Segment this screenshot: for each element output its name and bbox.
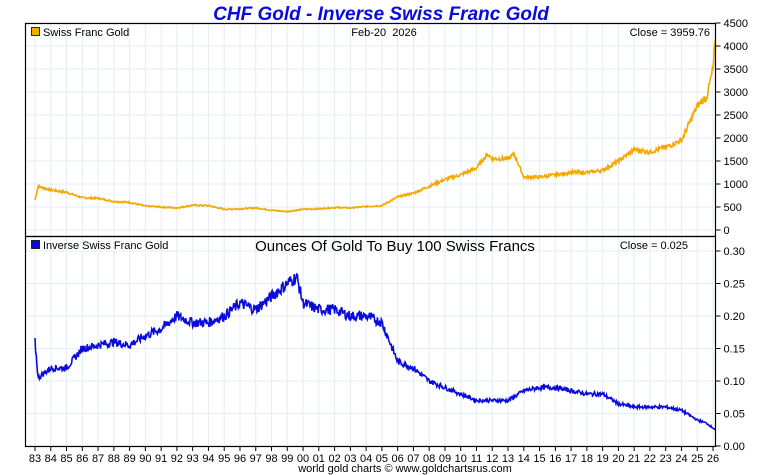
x-tick-label: 14 <box>518 453 530 465</box>
x-tick-label: 94 <box>202 453 214 465</box>
x-tick-label: 95 <box>218 453 230 465</box>
chart-title: CHF Gold - Inverse Swiss Franc Gold <box>213 4 549 25</box>
x-tick-label: 04 <box>360 453 372 465</box>
y-tick-label-bottom: 0.00 <box>724 441 745 453</box>
bottom-panel-frame <box>24 235 717 448</box>
series-line-swiss-franc-gold <box>34 39 717 214</box>
legend-label-swiss-franc-gold: Swiss Franc Gold <box>43 27 129 39</box>
x-tick-label: 17 <box>565 453 577 465</box>
y-tick-label-top: 1000 <box>724 179 748 191</box>
y-tick-label-bottom: 0.15 <box>724 344 745 356</box>
y-tick-label-top: 2500 <box>724 110 748 122</box>
x-tick-label: 08 <box>423 453 435 465</box>
y-tick-label-top: 4500 <box>724 18 748 30</box>
y-tick-label-top: 0 <box>724 225 730 237</box>
x-tick-label: 03 <box>344 453 356 465</box>
panel-subtitle: Ounces Of Gold To Buy 100 Swiss Francs <box>255 238 535 255</box>
x-tick-label: 07 <box>407 453 419 465</box>
x-tick-label: 89 <box>123 453 135 465</box>
x-tick-label: 00 <box>297 453 309 465</box>
y-tick-label-bottom: 0.10 <box>724 376 745 388</box>
x-tick-label: 92 <box>171 453 183 465</box>
x-tick-label: 01 <box>313 453 325 465</box>
top-panel-frame <box>24 22 717 238</box>
x-tick-label: 11 <box>471 453 482 465</box>
y-tick-label-top: 3000 <box>724 87 748 99</box>
series-line-inverse-swiss-franc-gold <box>34 272 716 431</box>
x-tick-label: 97 <box>250 453 262 465</box>
y-tick-label-bottom: 0.20 <box>724 311 745 323</box>
y-axis-top: 0 500 1000 1500 2000 2500 3000 3500 4000 4500 <box>715 18 748 237</box>
x-tick-label: 24 <box>675 453 687 465</box>
x-tick-label: 98 <box>265 453 277 465</box>
x-tick-label: 26 <box>707 453 719 465</box>
legend-swatch-inverse-swiss-franc-gold <box>31 240 40 249</box>
x-tick-label: 85 <box>60 453 72 465</box>
x-tick-label: 09 <box>439 453 451 465</box>
y-tick-label-bottom: 0.05 <box>724 409 745 421</box>
legend-label-inverse-swiss-franc-gold: Inverse Swiss Franc Gold <box>43 240 168 252</box>
close-label-top: Close = 3959.76 <box>630 27 710 39</box>
x-tick-label: 10 <box>455 453 467 465</box>
x-tick-label: 96 <box>234 453 246 465</box>
y-tick-label-top: 4000 <box>724 41 748 53</box>
y-tick-label-top: 1500 <box>724 156 748 168</box>
grid-bottom <box>25 237 716 447</box>
x-tick-label: 83 <box>29 453 41 465</box>
date-label: Feb-20 2026 <box>351 27 416 39</box>
x-tick-label: 06 <box>392 453 404 465</box>
x-tick-label: 18 <box>581 453 593 465</box>
close-label-bottom: Close = 0.025 <box>620 240 688 252</box>
y-tick-label-top: 500 <box>724 202 742 214</box>
x-tick-label: 19 <box>597 453 609 465</box>
x-tick-label: 16 <box>549 453 561 465</box>
x-tick-label: 21 <box>628 453 640 465</box>
x-tick-label: 87 <box>92 453 104 465</box>
x-tick-label: 20 <box>612 453 624 465</box>
x-tick-label: 25 <box>691 453 703 465</box>
x-axis: 83 84 85 86 87 88 89 90 91 92 93 94 95 96 97 98 99 00 01 02… <box>29 446 719 465</box>
x-tick-label: 05 <box>376 453 388 465</box>
y-axis-bottom: 0.00 0.05 0.10 0.15 0.20 0.25 0.30 <box>715 246 745 453</box>
x-tick-label: 93 <box>187 453 199 465</box>
y-tick-label-top: 2000 <box>724 133 748 145</box>
x-tick-label: 91 <box>155 453 167 465</box>
y-tick-label-bottom: 0.30 <box>724 246 745 258</box>
x-tick-label: 13 <box>502 453 514 465</box>
y-tick-label-bottom: 0.25 <box>724 279 745 291</box>
grid-top <box>25 22 716 236</box>
x-tick-label: 84 <box>45 453 57 465</box>
x-tick-label: 22 <box>644 453 656 465</box>
legend-swatch-swiss-franc-gold <box>31 27 40 36</box>
x-tick-label: 88 <box>108 453 120 465</box>
x-tick-label: 12 <box>486 453 498 465</box>
footer-credit: world gold charts © www.goldchartsrus.co… <box>297 463 512 475</box>
y-tick-label-top: 3500 <box>724 64 748 76</box>
x-tick-label: 90 <box>139 453 151 465</box>
x-tick-label: 15 <box>533 453 545 465</box>
x-tick-label: 02 <box>328 453 340 465</box>
x-tick-label: 86 <box>76 453 88 465</box>
x-tick-label: 99 <box>281 453 293 465</box>
x-tick-label: 23 <box>660 453 672 465</box>
